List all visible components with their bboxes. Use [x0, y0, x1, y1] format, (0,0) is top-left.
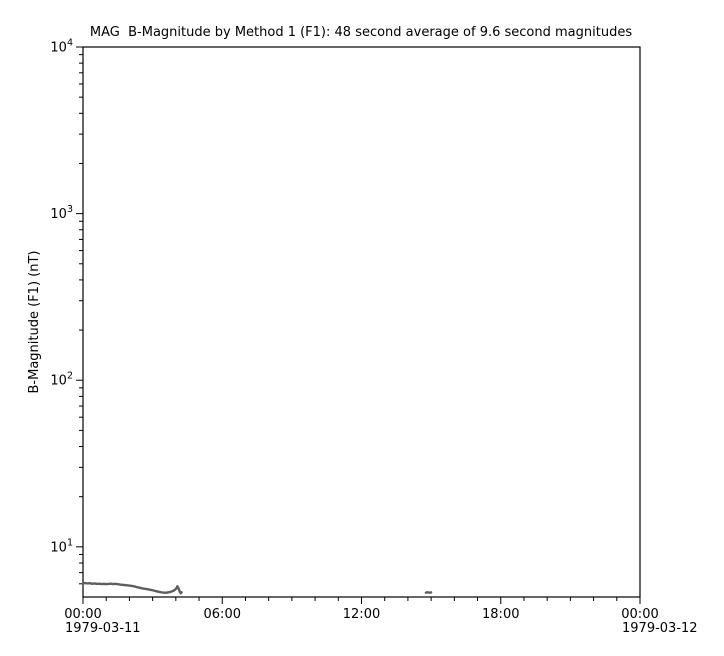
data-series-line — [81, 581, 183, 595]
x-axis-tick-label: 00:00 — [621, 607, 658, 622]
plot-border — [82, 46, 641, 598]
y-axis-tick-label: 103 — [50, 204, 73, 222]
y-axis-tick-label: 101 — [50, 537, 73, 555]
x-axis-tick-label: 12:00 — [343, 607, 380, 622]
x-axis-tick-label: 06:00 — [204, 607, 241, 622]
x-axis-tick-label: 00:00 — [64, 607, 101, 622]
y-axis-title: B-Magnitude (F1) (nT) — [27, 251, 42, 394]
y-axis-tick-label: 102 — [50, 371, 73, 389]
data-series-layer — [81, 581, 433, 595]
x-axis-date-label: 1979-03-12 — [622, 621, 698, 636]
y-axis-tick-label: 104 — [50, 38, 73, 56]
x-axis-date-label: 1979-03-11 — [65, 621, 141, 636]
chart-title: MAG B-Magnitude by Method 1 (F1): 48 sec… — [90, 25, 632, 40]
x-axis-tick-label: 18:00 — [482, 607, 519, 622]
